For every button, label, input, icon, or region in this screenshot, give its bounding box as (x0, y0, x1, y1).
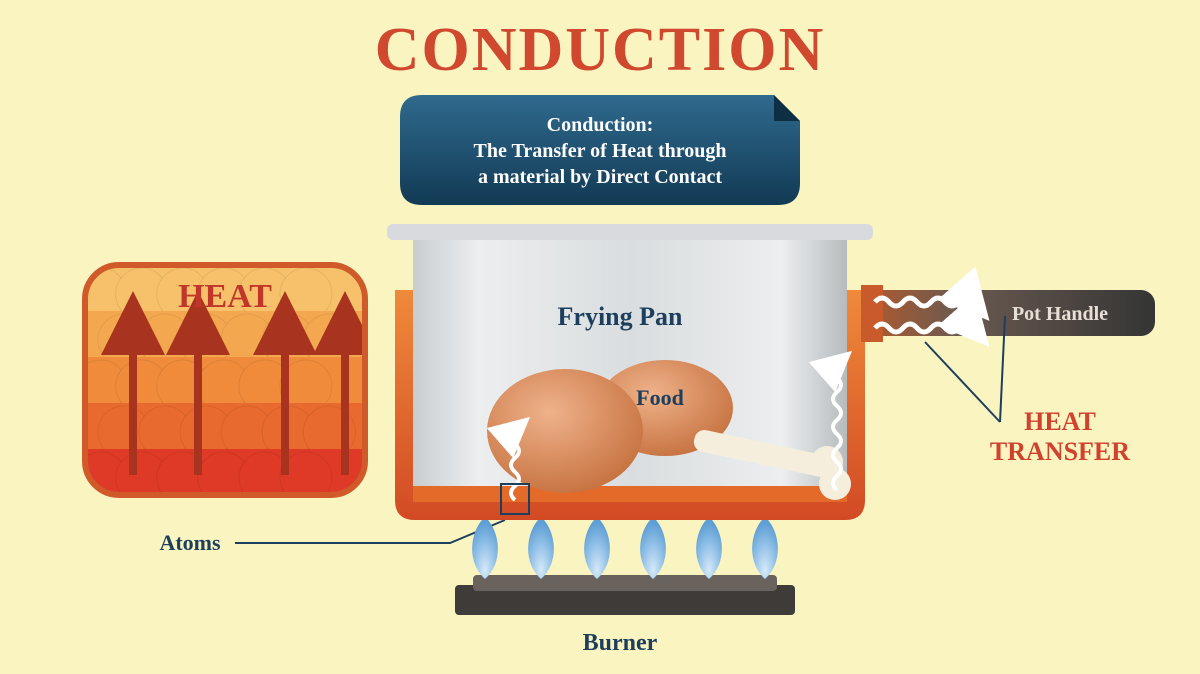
definition-line1: Conduction: (547, 114, 654, 136)
definition-box: Conduction: The Transfer of Heat through… (400, 95, 800, 205)
heat-panel: HEAT (75, 265, 365, 504)
title: CONDUCTION (375, 16, 826, 84)
definition-line2: The Transfer of Heat through (474, 140, 727, 162)
heat-label: HEAT (178, 278, 272, 315)
infographic-svg: CONDUCTION Conduction: The Transfer of H… (0, 0, 1200, 674)
pot-handle-label: Pot Handle (1012, 303, 1108, 325)
definition-line3: a material by Direct Contact (478, 166, 722, 188)
infographic-stage: CONDUCTION Conduction: The Transfer of H… (0, 0, 1200, 674)
burner-label: Burner (583, 630, 658, 656)
svg-text:HEAT: HEAT (1024, 407, 1096, 436)
atoms-label: Atoms (159, 530, 221, 555)
svg-text:TRANSFER: TRANSFER (990, 437, 1130, 466)
food-label: Food (636, 385, 684, 410)
frying-pan-label: Frying Pan (558, 302, 683, 331)
